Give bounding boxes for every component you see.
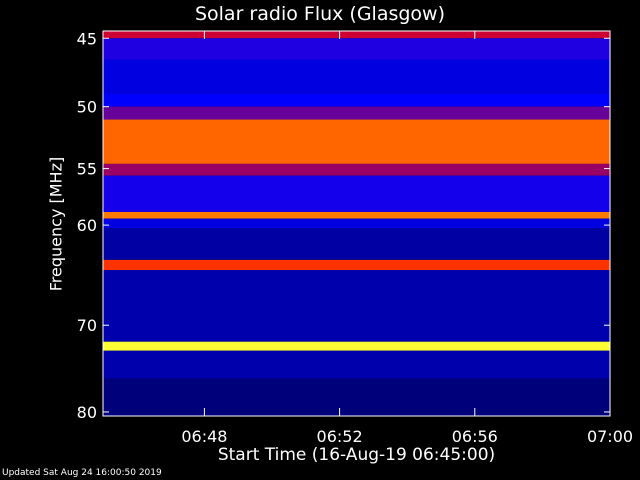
intensity-band — [103, 228, 610, 260]
intensity-band — [103, 341, 610, 351]
y-axis-label: Frequency [MHz] — [46, 156, 66, 292]
x-axis-label: Start Time (16-Aug-19 06:45:00) — [217, 445, 496, 465]
intensity-band — [103, 350, 610, 379]
update-timestamp: Updated Sat Aug 24 16:00:50 2019 — [2, 468, 162, 478]
intensity-band — [103, 270, 610, 342]
x-tick-label: 06:52 — [317, 427, 363, 446]
intensity-band — [103, 59, 610, 94]
intensity-band — [103, 119, 610, 164]
y-tick-label: 70 — [77, 316, 97, 335]
intensity-band — [103, 175, 610, 212]
y-tick-label: 50 — [77, 98, 97, 117]
intensity-band — [103, 378, 610, 416]
intensity-band — [103, 259, 610, 271]
x-tick-label: 06:56 — [452, 427, 498, 446]
x-tick-label: 07:00 — [587, 427, 633, 446]
y-tick-label: 80 — [77, 403, 97, 422]
intensity-band — [103, 163, 610, 176]
y-tick-label: 60 — [77, 216, 97, 235]
x-tick-label: 06:48 — [181, 427, 227, 446]
y-tick-label: 55 — [77, 160, 97, 179]
intensity-band — [103, 38, 610, 60]
plot-frame — [102, 30, 611, 417]
y-tick-label: 45 — [77, 29, 97, 48]
intensity-band — [103, 106, 610, 120]
intensity-band — [103, 31, 610, 39]
chart-title: Solar radio Flux (Glasgow) — [194, 3, 446, 25]
intensity-band — [103, 218, 610, 229]
intensity-band — [103, 211, 610, 219]
intensity-band — [103, 93, 610, 107]
